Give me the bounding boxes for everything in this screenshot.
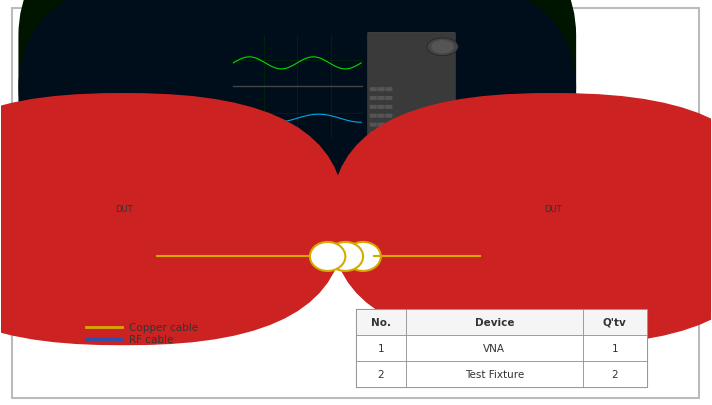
Text: DUT: DUT	[544, 205, 562, 213]
FancyBboxPatch shape	[583, 361, 646, 388]
FancyBboxPatch shape	[385, 88, 392, 92]
Text: Q'tv: Q'tv	[603, 317, 627, 327]
FancyBboxPatch shape	[385, 114, 392, 118]
Text: 2: 2	[377, 369, 384, 379]
Text: RF cable: RF cable	[129, 334, 174, 344]
FancyBboxPatch shape	[0, 94, 332, 345]
Circle shape	[274, 185, 281, 189]
Circle shape	[306, 185, 313, 189]
FancyBboxPatch shape	[406, 335, 583, 361]
FancyBboxPatch shape	[367, 33, 455, 141]
Text: Copper cable: Copper cable	[129, 322, 198, 332]
Text: 2: 2	[612, 369, 618, 379]
Circle shape	[386, 182, 404, 192]
FancyBboxPatch shape	[385, 106, 392, 110]
FancyBboxPatch shape	[406, 361, 583, 388]
FancyBboxPatch shape	[88, 222, 163, 292]
FancyBboxPatch shape	[0, 94, 345, 345]
Ellipse shape	[310, 242, 345, 271]
Circle shape	[427, 39, 458, 56]
Text: 1: 1	[612, 343, 618, 353]
FancyBboxPatch shape	[344, 94, 712, 345]
Circle shape	[432, 42, 453, 54]
FancyBboxPatch shape	[370, 106, 377, 110]
FancyBboxPatch shape	[525, 237, 567, 276]
FancyBboxPatch shape	[216, 22, 468, 206]
FancyBboxPatch shape	[377, 88, 384, 92]
FancyBboxPatch shape	[583, 335, 646, 361]
FancyBboxPatch shape	[356, 361, 406, 388]
Text: No.: No.	[371, 317, 391, 327]
Text: Device: Device	[475, 317, 514, 327]
Circle shape	[357, 182, 376, 192]
FancyBboxPatch shape	[12, 9, 698, 398]
Text: DUT: DUT	[115, 205, 132, 213]
FancyBboxPatch shape	[356, 309, 646, 388]
FancyBboxPatch shape	[385, 123, 392, 127]
FancyBboxPatch shape	[370, 132, 377, 136]
Text: VNA: VNA	[483, 343, 506, 353]
FancyBboxPatch shape	[583, 309, 646, 335]
FancyBboxPatch shape	[370, 123, 377, 127]
FancyBboxPatch shape	[406, 309, 583, 335]
Circle shape	[250, 185, 257, 189]
Text: 1: 1	[377, 343, 384, 353]
FancyBboxPatch shape	[356, 335, 406, 361]
FancyBboxPatch shape	[19, 0, 576, 208]
FancyBboxPatch shape	[385, 97, 392, 101]
Circle shape	[300, 182, 319, 192]
Circle shape	[268, 182, 287, 192]
Circle shape	[335, 185, 342, 189]
Text: Test Fixture: Test Fixture	[465, 369, 524, 379]
FancyBboxPatch shape	[377, 106, 384, 110]
FancyBboxPatch shape	[385, 132, 392, 136]
FancyBboxPatch shape	[356, 309, 406, 335]
Circle shape	[363, 185, 370, 189]
Circle shape	[244, 182, 263, 192]
FancyBboxPatch shape	[227, 175, 456, 199]
FancyBboxPatch shape	[377, 123, 384, 127]
FancyBboxPatch shape	[370, 114, 377, 118]
Circle shape	[329, 182, 347, 192]
FancyBboxPatch shape	[113, 237, 155, 276]
FancyBboxPatch shape	[377, 97, 384, 101]
FancyBboxPatch shape	[377, 132, 384, 136]
FancyBboxPatch shape	[370, 88, 377, 92]
FancyBboxPatch shape	[370, 97, 377, 101]
FancyBboxPatch shape	[19, 0, 576, 260]
FancyBboxPatch shape	[517, 222, 592, 292]
FancyBboxPatch shape	[228, 33, 367, 141]
Ellipse shape	[328, 242, 363, 271]
FancyBboxPatch shape	[331, 94, 712, 345]
Ellipse shape	[345, 242, 381, 271]
FancyBboxPatch shape	[377, 114, 384, 118]
Circle shape	[392, 185, 399, 189]
